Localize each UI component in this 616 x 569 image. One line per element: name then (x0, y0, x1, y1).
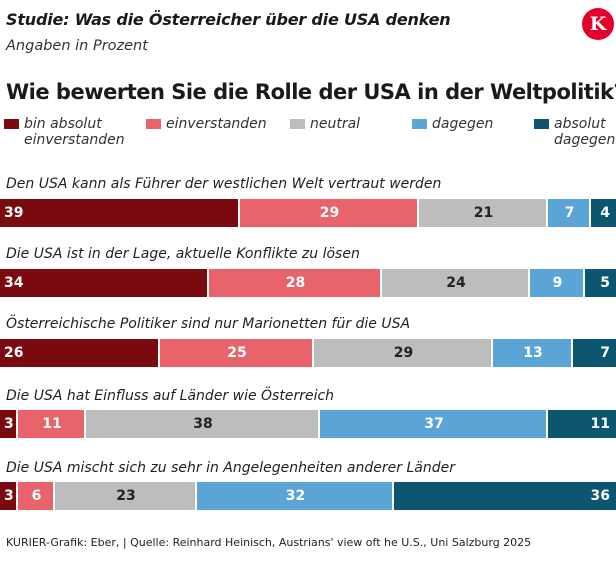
bar-segment-dagegen (548, 199, 591, 227)
data-label: 37 (424, 416, 444, 432)
legend-swatch (146, 119, 161, 129)
legend-swatch (290, 119, 305, 129)
bar-segment-bin-absolut-einverstanden (0, 482, 18, 510)
data-label: 23 (116, 488, 136, 504)
data-label: 4 (600, 205, 610, 221)
data-label: 21 (473, 205, 494, 221)
bar-segment-absolut-dagegen (573, 339, 616, 367)
bar-segment-neutral (86, 410, 320, 438)
row-label: Die USA mischt sich zu sehr in Angelegen… (6, 460, 455, 476)
data-label: 13 (523, 345, 543, 361)
data-label: 29 (393, 345, 414, 361)
bar-segment-absolut-dagegen (591, 199, 616, 227)
bar-segment-dagegen (530, 269, 585, 297)
legend-item-neutral: neutral (290, 116, 360, 132)
bar-segment-einverstanden (240, 199, 419, 227)
legend-item-bin-absolut-einverstanden: bin absolut einverstanden (4, 116, 125, 148)
legend-item-einverstanden: einverstanden (146, 116, 267, 132)
bar-segment-neutral (55, 482, 197, 510)
bar-segment-bin-absolut-einverstanden (0, 269, 209, 297)
legend-swatch (4, 119, 19, 129)
bar-segment-bin-absolut-einverstanden (0, 410, 18, 438)
legend-item-dagegen: dagegen (412, 116, 493, 132)
bar-segment-absolut-dagegen (585, 269, 616, 297)
data-label: 34 (4, 275, 24, 291)
bar-segment-dagegen (320, 410, 548, 438)
bar-segment-dagegen (493, 339, 573, 367)
stacked-bar: 3 6 23 32 36 (0, 482, 616, 510)
source-footer: KURIER-Grafik: Eber, | Quelle: Reinhard … (6, 536, 532, 549)
data-label: 3 (4, 416, 14, 432)
bar-segment-einverstanden (18, 482, 55, 510)
bar-segment-absolut-dagegen (548, 410, 616, 438)
legend-label: neutral (310, 116, 361, 132)
legend: bin absolut einverstanden einverstanden ne… (0, 116, 616, 156)
legend-item-absolut-dagegen: absolut dagegen (534, 116, 615, 148)
data-label: 7 (564, 205, 575, 221)
data-label: 26 (4, 345, 24, 361)
row-label: Österreichische Politiker sind nur Mario… (6, 316, 411, 332)
chart-title: Wie bewerten Sie die Rolle der USA in de… (6, 80, 616, 104)
legend-label: bin absolut einverstanden (24, 116, 125, 148)
data-label: 32 (285, 488, 306, 504)
data-label: 5 (600, 275, 610, 291)
bar-segment-absolut-dagegen (394, 482, 616, 510)
legend-label: absolut dagegen (554, 116, 616, 148)
stacked-bar: 34 28 24 9 5 (0, 269, 616, 297)
data-label: 3 (4, 488, 14, 504)
row-label: Den USA kann als Führer der westlichen W… (6, 176, 442, 192)
stacked-bar: 3 11 38 37 11 (0, 410, 616, 438)
bar-segment-bin-absolut-einverstanden (0, 339, 160, 367)
study-title: Studie: Was die Österreicher über die US… (6, 10, 451, 29)
row-label: Die USA ist in der Lage, aktuelle Konfli… (6, 246, 360, 262)
legend-label: dagegen (432, 116, 494, 132)
bar-segment-neutral (382, 269, 530, 297)
data-label: 11 (42, 416, 62, 432)
data-label: 25 (227, 345, 247, 361)
legend-label: einverstanden (166, 116, 267, 132)
stacked-bar: 26 25 29 13 7 (0, 339, 616, 367)
data-label: 28 (285, 275, 306, 291)
row-label: Die USA hat Einfluss auf Länder wie Öste… (6, 388, 335, 404)
bar-segment-einverstanden (160, 339, 314, 367)
bar-segment-bin-absolut-einverstanden (0, 199, 240, 227)
data-label: 29 (319, 205, 340, 221)
subtitle: Angaben in Prozent (6, 38, 148, 54)
data-label: 6 (31, 488, 42, 504)
legend-swatch (534, 119, 549, 129)
data-label: 24 (446, 275, 466, 291)
kurier-logo: K (582, 8, 614, 40)
bar-segment-dagegen (197, 482, 394, 510)
bar-segment-neutral (419, 199, 548, 227)
bar-segment-einverstanden (18, 410, 86, 438)
data-label: 36 (590, 488, 610, 504)
bar-segment-einverstanden (209, 269, 382, 297)
data-label: 38 (193, 416, 213, 432)
data-label: 39 (4, 205, 24, 221)
data-label: 7 (600, 345, 610, 361)
legend-swatch (412, 119, 427, 129)
data-label: 11 (590, 416, 610, 432)
bar-segment-neutral (314, 339, 493, 367)
stacked-bar: 39 29 21 7 4 (0, 199, 616, 227)
data-label: 9 (552, 275, 563, 291)
